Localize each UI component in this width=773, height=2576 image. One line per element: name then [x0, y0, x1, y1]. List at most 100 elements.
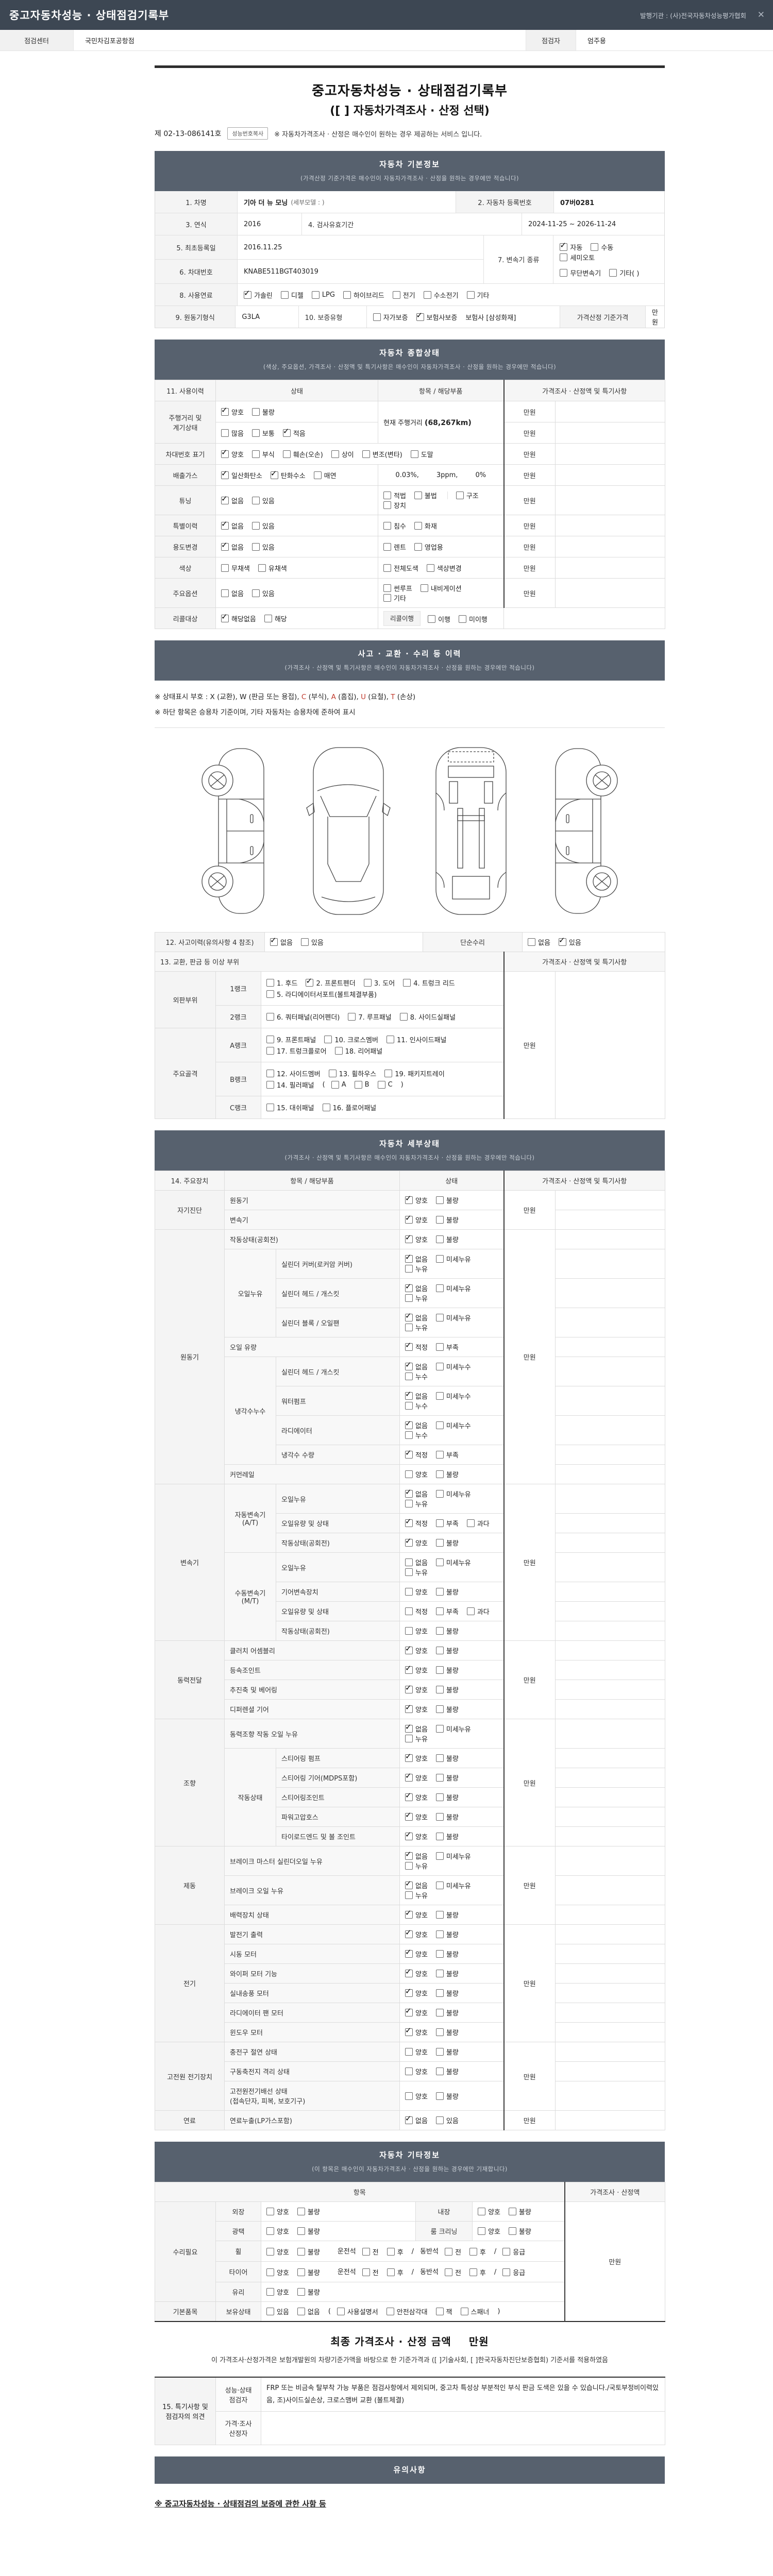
checkbox-12. 사이드멤버[interactable]: 12. 사이드멤버 [266, 1069, 321, 1078]
checkbox-잭[interactable]: 잭 [435, 2307, 452, 2316]
checkbox-불량[interactable]: 불량 [435, 1685, 459, 1694]
checkbox-box[interactable] [405, 2092, 413, 2100]
checkbox-전[interactable]: 전 [444, 2267, 461, 2277]
checkbox-불량[interactable]: 불량 [435, 1773, 459, 1783]
checkbox-없음[interactable]: 없음 [405, 1282, 428, 1293]
checkbox-불량[interactable]: 불량 [435, 1665, 459, 1675]
checkbox-box[interactable] [502, 2248, 511, 2256]
checkbox-양호[interactable]: 양호 [405, 1664, 428, 1675]
checkbox-양호[interactable]: 양호 [266, 2267, 289, 2277]
checkbox-무채색[interactable]: 무채색 [221, 563, 250, 573]
checkbox-미세누유[interactable]: 미세누유 [435, 1254, 471, 1264]
checkbox-box[interactable] [435, 1705, 444, 1714]
checkbox-양호[interactable]: 양호 [478, 2226, 500, 2236]
checkbox-누유[interactable]: 누유 [405, 1499, 428, 1509]
checkbox-box[interactable] [383, 584, 391, 592]
checkbox-box[interactable] [410, 450, 418, 458]
checkbox-일산화탄소[interactable]: 일산화탄소 [221, 469, 262, 480]
checkbox-box[interactable] [416, 311, 424, 321]
checkbox-불량[interactable]: 불량 [435, 1753, 459, 1763]
checkbox-box[interactable] [435, 1519, 444, 1528]
checkbox-box[interactable] [405, 1967, 413, 1978]
checkbox-11. 인사이드패널[interactable]: 11. 인사이드패널 [386, 1035, 447, 1044]
checkbox-양호[interactable]: 양호 [405, 2026, 428, 2037]
checkbox-양호[interactable]: 양호 [478, 2207, 500, 2216]
checkbox-box[interactable] [435, 1314, 444, 1322]
checkbox-자가보증[interactable]: 자가보증 [373, 312, 408, 322]
checkbox-box[interactable] [405, 1850, 413, 1860]
checkbox-box[interactable] [270, 469, 278, 479]
checkbox-box[interactable] [405, 1487, 413, 1498]
checkbox-box[interactable] [435, 1647, 444, 1655]
checkbox-box[interactable] [405, 1233, 413, 1244]
checkbox-도말[interactable]: 도말 [410, 449, 433, 459]
checkbox-없음[interactable]: 없음 [405, 1389, 428, 1401]
checkbox-box[interactable] [354, 1081, 362, 1089]
checkbox-box[interactable] [331, 450, 339, 458]
checkbox-불량[interactable]: 불량 [435, 1910, 459, 1920]
checkbox-불량[interactable]: 불량 [297, 2267, 320, 2277]
checkbox-box[interactable] [266, 1081, 274, 1089]
checkbox-box[interactable] [251, 543, 260, 551]
checkbox-양호[interactable]: 양호 [405, 1703, 428, 1714]
checkbox-box[interactable] [435, 1882, 444, 1890]
checkbox-box[interactable] [405, 1752, 413, 1762]
checkbox-침수[interactable]: 침수 [383, 521, 406, 531]
checkbox-box[interactable] [435, 1989, 444, 1997]
checkbox-box[interactable] [221, 589, 229, 597]
checkbox-사용설명서[interactable]: 사용설명서 [337, 2307, 378, 2316]
checkbox-양호[interactable]: 양호 [405, 1987, 428, 1998]
checkbox-box[interactable] [609, 268, 617, 277]
checkbox-해당[interactable]: 해당 [264, 614, 287, 623]
checkbox-box[interactable] [383, 501, 391, 509]
checkbox-box[interactable] [266, 2248, 274, 2256]
checkbox-box[interactable] [405, 1252, 413, 1263]
checkbox-B[interactable]: B [354, 1081, 369, 1089]
checkbox-box[interactable] [508, 2227, 516, 2235]
checkbox-양호[interactable]: 양호 [405, 1536, 428, 1548]
checkbox-box[interactable] [405, 2114, 413, 2125]
checkbox-양호[interactable]: 양호 [405, 1928, 428, 1939]
checkbox-box[interactable] [435, 1588, 444, 1596]
checkbox-box[interactable] [435, 1607, 444, 1616]
checkbox-box[interactable] [384, 1070, 393, 1078]
checkbox-box[interactable] [306, 976, 314, 987]
checkbox-양호[interactable]: 양호 [405, 1791, 428, 1802]
checkbox-box[interactable] [460, 2308, 468, 2316]
checkbox-17. 트렁크플로어[interactable]: 17. 트렁크플로어 [266, 1046, 327, 1056]
checkbox-없음[interactable]: 없음 [297, 2307, 320, 2316]
checkbox-box[interactable] [221, 612, 229, 622]
checkbox-없음[interactable]: 없음 [405, 1419, 428, 1430]
checkbox-box[interactable] [405, 1683, 413, 1694]
checkbox-과다[interactable]: 과다 [466, 1606, 490, 1616]
checkbox-box[interactable] [343, 291, 351, 299]
checkbox-box[interactable] [266, 2288, 274, 2296]
checkbox-box[interactable] [469, 2248, 477, 2256]
checkbox-box[interactable] [435, 1284, 444, 1293]
checkbox-box[interactable] [435, 2116, 444, 2125]
checkbox-box[interactable] [221, 519, 229, 530]
checkbox-box[interactable] [560, 268, 568, 277]
checkbox-8. 사이드실패널[interactable]: 8. 사이드실패널 [399, 1012, 456, 1022]
checkbox-불량[interactable]: 불량 [435, 2027, 459, 2037]
checkbox-없음[interactable]: 없음 [270, 936, 293, 947]
checkbox-불법[interactable]: 불법 [414, 490, 437, 500]
checkbox-3. 도어[interactable]: 3. 도어 [363, 978, 395, 988]
checkbox-양호[interactable]: 양호 [405, 2006, 428, 2018]
checkbox-box[interactable] [405, 1517, 413, 1528]
checkbox-box[interactable] [362, 2268, 370, 2277]
checkbox-box[interactable] [331, 1081, 339, 1089]
checkbox-box[interactable] [405, 1891, 413, 1900]
checkbox-box[interactable] [435, 1216, 444, 1224]
checkbox-box[interactable] [405, 1703, 413, 1714]
checkbox-매연[interactable]: 매연 [313, 470, 337, 480]
checkbox-box[interactable] [405, 1862, 413, 1870]
checkbox-양호[interactable]: 양호 [266, 2287, 289, 2297]
checkbox-box[interactable] [405, 1311, 413, 1322]
checkbox-기타[interactable]: 기타 [466, 290, 489, 300]
checkbox-양호[interactable]: 양호 [405, 1908, 428, 1920]
checkbox-box[interactable] [383, 492, 391, 499]
checkbox-box[interactable] [266, 2308, 274, 2316]
checkbox-box[interactable] [405, 1947, 413, 1958]
checkbox-box[interactable] [266, 2227, 274, 2235]
